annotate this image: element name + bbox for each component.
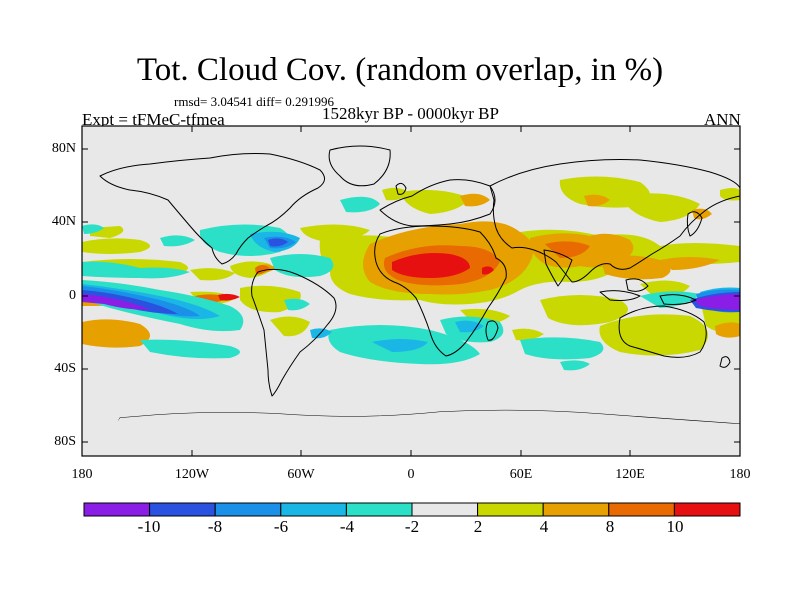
lat-label-40n: 40N (51, 214, 76, 229)
period-label: 1528kyr BP - 0000kyr BP (322, 104, 499, 123)
coast-north-america (99, 153, 325, 265)
coast-borneo (625, 278, 649, 292)
colorbar-label: -4 (339, 517, 355, 536)
lon-label-180w: 180 (71, 467, 93, 482)
coast-greenland (328, 145, 391, 187)
coast-australia (618, 305, 707, 358)
coast-indonesia (599, 290, 641, 301)
colorbar-swatch (214, 502, 282, 517)
coast-new-zealand (719, 356, 731, 368)
lon-label-0: 0 (407, 467, 415, 482)
tick-marks (81, 126, 741, 456)
lon-label-60e: 60E (509, 467, 533, 482)
coast-europe (379, 179, 496, 227)
colorbar-label: 2 (473, 517, 483, 536)
coast-new-guinea (659, 294, 697, 305)
lon-label-120e: 120E (615, 467, 645, 482)
colorbar-label: -8 (207, 517, 223, 536)
antarctica-fill (82, 410, 740, 456)
colorbar-swatch (149, 502, 216, 517)
colorbar (83, 502, 741, 517)
colorbar-swatch (542, 502, 610, 517)
colorbar-swatch (477, 502, 544, 517)
experiment-label: Expt = tFMeC-tfmea (82, 110, 225, 129)
lat-label-80n: 80N (51, 141, 76, 156)
colorbar-label: -2 (404, 517, 420, 536)
colorbar-label: 10 (666, 517, 684, 536)
lat-label-0: 0 (69, 288, 76, 303)
coast-africa (374, 225, 507, 357)
lon-label-60w: 60W (287, 467, 315, 482)
plot-title: Tot. Cloud Cov. (random overlap, in %) (136, 52, 664, 88)
colorbar-label: -10 (137, 517, 161, 536)
colorbar-label: 8 (605, 517, 615, 536)
colorbar-swatch (83, 502, 151, 517)
coast-asia (489, 159, 740, 283)
colorbar-swatch (345, 502, 413, 517)
colorbar-swatch (608, 502, 675, 517)
coast-south-america (251, 268, 337, 397)
lat-label-40s: 40S (54, 361, 76, 376)
colorbar-swatch (280, 502, 347, 517)
colorbar-swatch (673, 502, 741, 517)
coast-japan (686, 211, 703, 237)
coast-india (543, 249, 573, 287)
lon-label-120w: 120W (174, 467, 210, 482)
lon-label-180e: 180 (729, 467, 751, 482)
anomaly-field (82, 145, 740, 456)
stats-text: rmsd= 3.04541 diff= 0.291996 (174, 94, 334, 109)
coast-uk (395, 182, 407, 195)
colorbar-swatch (411, 502, 479, 517)
colorbar-label: -6 (273, 517, 289, 536)
season-label: ANN (704, 110, 741, 129)
anomaly-negative-lt-10 (82, 294, 740, 310)
colorbar-label: 4 (539, 517, 549, 536)
lat-label-80s: 80S (54, 434, 76, 449)
coast-madagascar (485, 320, 499, 341)
anomaly-positive-gt-10 (218, 253, 494, 301)
